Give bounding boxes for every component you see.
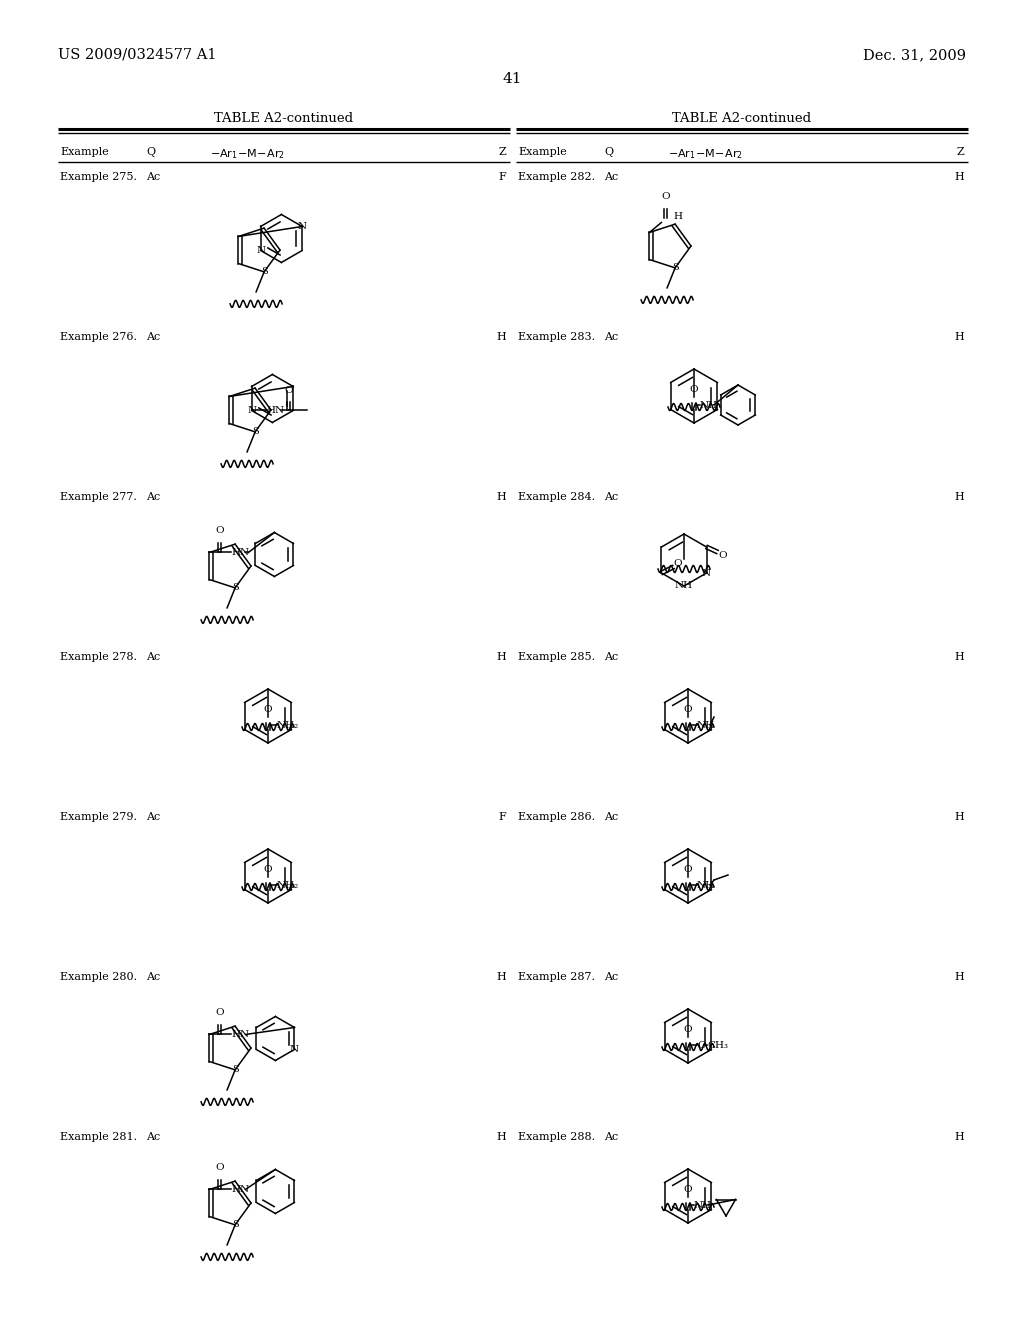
Text: Example 282.: Example 282. <box>518 172 595 182</box>
Text: Ac: Ac <box>604 492 618 502</box>
Text: O: O <box>697 1040 706 1049</box>
Text: HN: HN <box>231 1030 250 1039</box>
Text: S: S <box>252 428 258 437</box>
Text: N: N <box>290 1045 299 1053</box>
Text: NH₂: NH₂ <box>278 721 299 730</box>
Text: O: O <box>684 865 692 874</box>
Text: O: O <box>684 1026 692 1034</box>
Text: Example: Example <box>60 147 109 157</box>
Text: Ac: Ac <box>604 652 618 663</box>
Text: Z: Z <box>499 147 506 157</box>
Text: Ac: Ac <box>604 1133 618 1142</box>
Text: N: N <box>702 569 711 578</box>
Text: H: H <box>497 492 506 502</box>
Text: H: H <box>954 1133 964 1142</box>
Text: Ac: Ac <box>604 333 618 342</box>
Text: N: N <box>298 222 307 231</box>
Text: Ac: Ac <box>146 972 160 982</box>
Text: NH: NH <box>697 721 715 730</box>
Text: O: O <box>690 385 698 393</box>
Text: N: N <box>247 407 256 414</box>
Text: Q: Q <box>604 147 613 157</box>
Text: Example 280.: Example 280. <box>60 972 137 982</box>
Text: O: O <box>215 1163 223 1172</box>
Text: H: H <box>497 652 506 663</box>
Text: Z: Z <box>956 147 964 157</box>
Text: O: O <box>215 527 223 536</box>
Text: Ac: Ac <box>604 172 618 182</box>
Text: H: H <box>674 213 682 220</box>
Text: Ac: Ac <box>146 1133 160 1142</box>
Text: H: H <box>954 972 964 982</box>
Text: Dec. 31, 2009: Dec. 31, 2009 <box>863 48 966 62</box>
Text: O: O <box>684 705 692 714</box>
Text: Example 288.: Example 288. <box>518 1133 595 1142</box>
Text: Ac: Ac <box>146 492 160 502</box>
Text: HN: HN <box>231 1185 250 1195</box>
Text: H: H <box>497 972 506 982</box>
Text: TABLE A2-continued: TABLE A2-continued <box>214 112 353 125</box>
Text: HN: HN <box>231 548 250 557</box>
Text: Ac: Ac <box>146 333 160 342</box>
Text: Example 275.: Example 275. <box>60 172 137 182</box>
Text: $\mathregular{-Ar_1\!-\!M\!-\!Ar_2}$: $\mathregular{-Ar_1\!-\!M\!-\!Ar_2}$ <box>668 147 743 161</box>
Text: NH: NH <box>694 1200 712 1209</box>
Text: S: S <box>231 583 239 593</box>
Text: Ac: Ac <box>146 172 160 182</box>
Text: Ac: Ac <box>604 972 618 982</box>
Text: NH: NH <box>675 582 693 590</box>
Text: S: S <box>231 1221 239 1229</box>
Text: S: S <box>672 264 679 272</box>
Text: TABLE A2-continued: TABLE A2-continued <box>673 112 812 125</box>
Text: NH₂: NH₂ <box>278 880 299 890</box>
Text: 41: 41 <box>502 73 522 86</box>
Text: H: H <box>954 172 964 182</box>
Text: Example 279.: Example 279. <box>60 812 137 822</box>
Text: Example 281.: Example 281. <box>60 1133 137 1142</box>
Text: H: H <box>497 1133 506 1142</box>
Text: Example 283.: Example 283. <box>518 333 595 342</box>
Text: Example 285.: Example 285. <box>518 652 595 663</box>
Text: F: F <box>499 172 506 182</box>
Text: H: H <box>497 333 506 342</box>
Text: O: O <box>684 1185 692 1195</box>
Text: Example 287.: Example 287. <box>518 972 595 982</box>
Text: NH: NH <box>697 880 715 890</box>
Text: US 2009/0324577 A1: US 2009/0324577 A1 <box>58 48 216 62</box>
Text: S: S <box>231 1065 239 1074</box>
Text: Example 286.: Example 286. <box>518 812 595 822</box>
Text: O: O <box>285 387 293 396</box>
Text: Example 284.: Example 284. <box>518 492 595 502</box>
Text: Ac: Ac <box>146 652 160 663</box>
Text: S: S <box>261 268 267 276</box>
Text: Example 278.: Example 278. <box>60 652 137 663</box>
Text: O: O <box>673 558 682 568</box>
Text: N: N <box>256 246 265 255</box>
Text: O: O <box>662 193 670 202</box>
Text: H: H <box>954 812 964 822</box>
Text: Ac: Ac <box>604 812 618 822</box>
Text: O: O <box>718 550 727 560</box>
Text: O: O <box>264 865 272 874</box>
Text: O: O <box>215 1008 223 1018</box>
Text: Ac: Ac <box>146 812 160 822</box>
Text: CH₃: CH₃ <box>707 1040 728 1049</box>
Text: $\mathregular{-Ar_1\!-\!M\!-\!Ar_2}$: $\mathregular{-Ar_1\!-\!M\!-\!Ar_2}$ <box>210 147 285 161</box>
Text: O: O <box>264 705 272 714</box>
Text: Q: Q <box>146 147 155 157</box>
Text: H: H <box>954 333 964 342</box>
Text: Example: Example <box>518 147 566 157</box>
Text: HN: HN <box>266 407 285 414</box>
Text: H: H <box>954 652 964 663</box>
Text: H: H <box>954 492 964 502</box>
Text: Example 277.: Example 277. <box>60 492 137 502</box>
Text: NH: NH <box>700 400 718 409</box>
Text: Example 276.: Example 276. <box>60 333 137 342</box>
Text: F: F <box>499 812 506 822</box>
